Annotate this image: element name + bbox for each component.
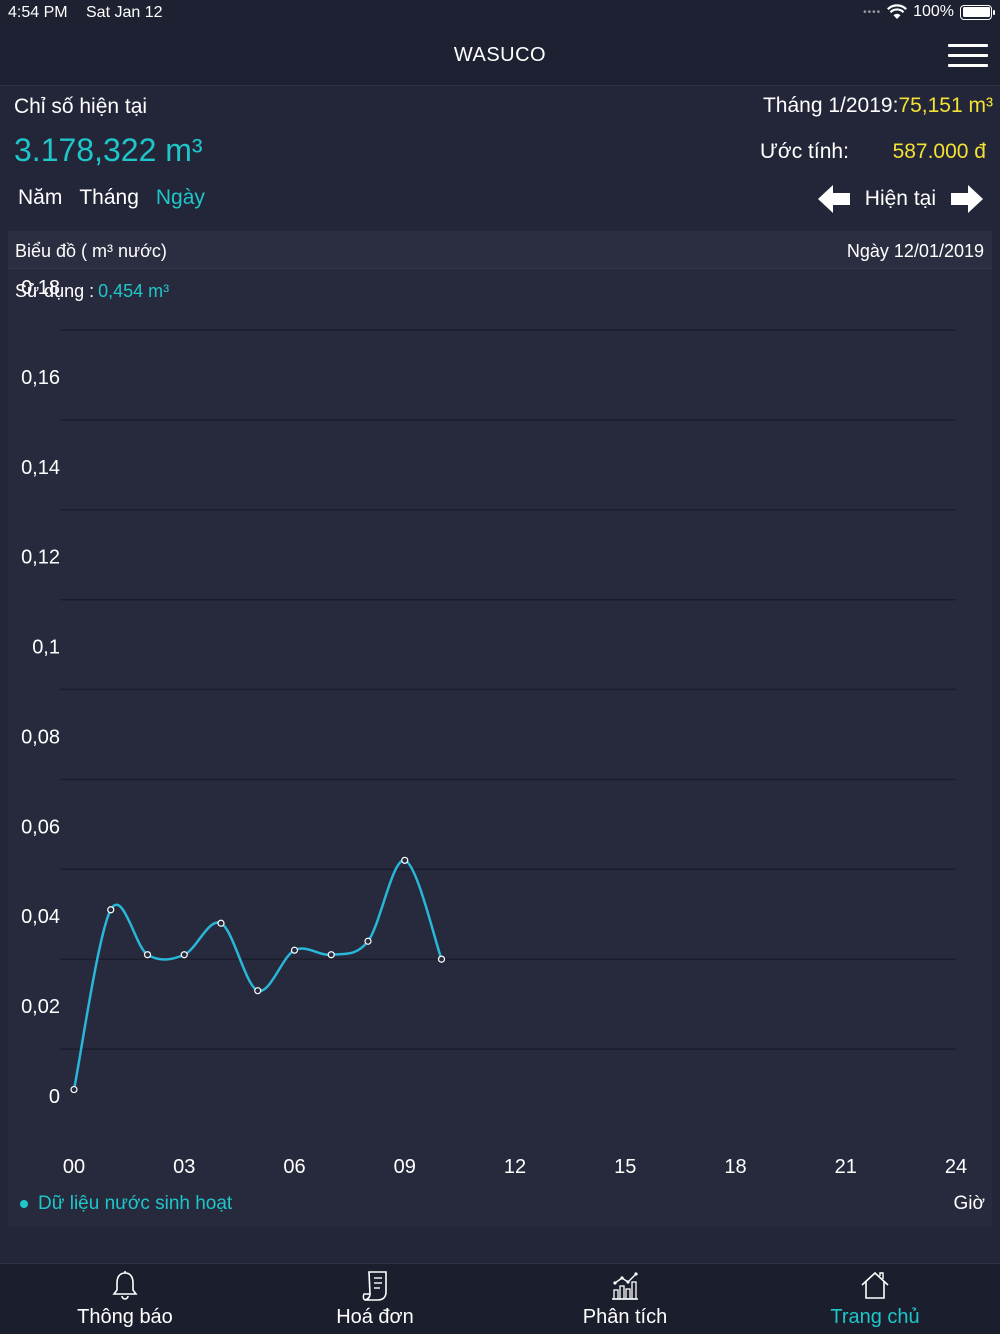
tab-day[interactable]: Ngày — [155, 186, 205, 209]
y-tick-label: 0,08 — [21, 726, 60, 748]
series-line — [72, 859, 443, 1090]
hamburger-menu-icon[interactable] — [948, 44, 988, 70]
current-reading-label: Chỉ số hiện tại — [14, 95, 148, 118]
data-point — [364, 937, 372, 945]
data-point — [254, 987, 262, 995]
tab-home-label: Trang chủ — [830, 1306, 920, 1328]
current-reading-value: 3.178,322 m³ — [14, 132, 203, 168]
x-tick-label: 24 — [945, 1156, 967, 1178]
chart-header: Biểu đồ ( m³ nước) Ngày 12/01/2019 — [8, 231, 992, 269]
tab-analytics-label: Phân tích — [582, 1306, 668, 1328]
period-current-label: Hiện tại — [864, 187, 936, 210]
tab-analytics[interactable]: Phân tích — [500, 1264, 750, 1334]
y-tick-label: 0 — [49, 1086, 60, 1108]
estimate-value: 587.000 đ — [892, 140, 986, 163]
receipt-icon — [362, 1271, 387, 1301]
battery-icon — [960, 4, 995, 20]
month-usage: Tháng 1/2019:75,151 m³ — [763, 94, 993, 118]
chart-date: Ngày 12/01/2019 — [846, 241, 984, 261]
x-tick-label: 09 — [394, 1156, 416, 1178]
month-usage-value: 75,151 m³ — [898, 94, 993, 117]
y-tick-label: 0,12 — [21, 547, 60, 569]
usage-line-chart: 0 0,02 0,04 0,06 0,08 0,1 0,12 0,14 0,16 0,18 00 03… — [21, 277, 967, 1178]
legend-dot-icon — [20, 1200, 28, 1208]
tab-year[interactable]: Năm — [18, 186, 63, 209]
y-tick-label: 0,18 — [21, 277, 60, 299]
estimate-label: Ước tính: — [760, 140, 849, 163]
bell-icon — [112, 1271, 138, 1300]
usage-summary: Sử dụng :0,454 m³ — [15, 281, 169, 302]
data-point — [437, 955, 446, 963]
chart-legend: Dữ liệu nước sinh hoạt — [20, 1193, 232, 1215]
meter-summary: Chỉ số hiện tại 3.178,322 m³ Tháng 1/201… — [0, 86, 1000, 231]
status-bar: 4:54 PM Sat Jan 12 •••• 100% — [0, 0, 1000, 26]
data-point — [70, 1085, 78, 1094]
x-tick-label: 18 — [724, 1156, 746, 1178]
y-tick-label: 0,16 — [21, 367, 60, 389]
status-indicators: •••• 100% — [863, 3, 995, 21]
tab-bills-label: Hoá đơn — [336, 1306, 414, 1328]
tab-notifications-label: Thông báo — [77, 1306, 173, 1328]
y-tick-label: 0,14 — [21, 457, 60, 479]
signal-dots-icon: •••• — [863, 6, 882, 18]
chart-panel: Biểu đồ ( m³ nước) Ngày 12/01/2019 Sử dụ… — [8, 231, 992, 1227]
tab-notifications[interactable]: Thông báo — [0, 1264, 250, 1334]
data-point — [180, 951, 188, 959]
analytics-chart-icon — [612, 1272, 638, 1300]
x-tick-label: 00 — [63, 1156, 85, 1178]
x-tick-label: 15 — [614, 1156, 636, 1178]
arrow-left-icon[interactable] — [817, 184, 851, 214]
y-tick-label: 0,06 — [21, 816, 60, 838]
status-date: Sat Jan 12 — [86, 4, 163, 21]
data-point — [107, 906, 115, 914]
data-point — [327, 951, 335, 959]
x-tick-label: 03 — [173, 1156, 195, 1178]
tab-month[interactable]: Tháng — [79, 186, 139, 209]
y-tick-label: 0,04 — [21, 906, 60, 928]
wifi-icon — [887, 4, 908, 19]
app-title: WASUCO — [453, 44, 547, 66]
data-point — [217, 919, 225, 927]
x-tick-label: 21 — [835, 1156, 857, 1178]
usage-label: Sử dụng : — [15, 281, 95, 301]
usage-value: 0,454 m³ — [98, 281, 170, 301]
data-point — [290, 946, 299, 954]
period-tabs: Năm Tháng Ngày — [18, 186, 205, 210]
data-point — [143, 951, 152, 959]
navigation-bar: WASUCO — [0, 26, 1000, 86]
x-tick-label: 12 — [504, 1156, 526, 1178]
x-tick-label: 06 — [283, 1156, 305, 1178]
legend-label: Dữ liệu nước sinh hoạt — [38, 1193, 233, 1214]
battery-percent: 100% — [913, 3, 954, 20]
x-axis-unit: Giờ — [953, 1193, 985, 1214]
tab-home[interactable]: Trang chủ — [750, 1264, 1000, 1334]
bottom-tab-bar: Thông báo Hoá đơn Phân tích — [0, 1263, 1000, 1334]
status-time: 4:54 PM — [8, 4, 68, 21]
month-usage-label: Tháng 1/2019: — [762, 94, 899, 117]
y-tick-label: 0,02 — [21, 996, 60, 1018]
home-icon — [861, 1271, 889, 1299]
data-point — [401, 856, 409, 864]
period-navigator: Hiện tại — [817, 184, 984, 214]
y-tick-label: 0,1 — [32, 637, 60, 659]
chart-title: Biểu đồ ( m³ nước) — [15, 241, 167, 261]
tab-bills[interactable]: Hoá đơn — [250, 1264, 500, 1334]
arrow-right-icon[interactable] — [950, 184, 984, 214]
